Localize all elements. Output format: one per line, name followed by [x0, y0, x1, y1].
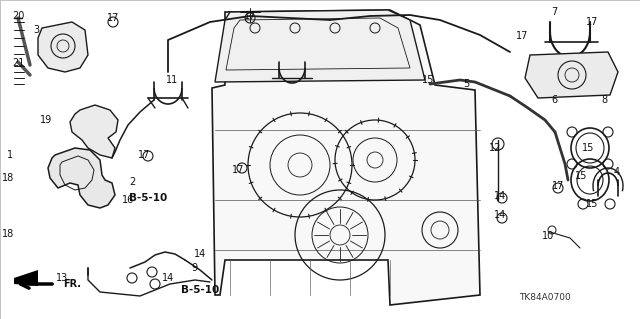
Text: FR.: FR.: [63, 279, 81, 289]
Text: 8: 8: [601, 95, 607, 105]
Text: 5: 5: [463, 79, 469, 89]
Text: B-5-10: B-5-10: [181, 285, 219, 295]
Text: 19: 19: [40, 115, 52, 125]
Text: 15: 15: [575, 171, 587, 181]
Polygon shape: [525, 52, 618, 98]
Text: 16: 16: [122, 195, 134, 205]
Text: 20: 20: [12, 11, 24, 21]
Text: 17: 17: [232, 165, 244, 175]
Text: 14: 14: [494, 191, 506, 201]
Text: 17: 17: [516, 31, 528, 41]
Text: B-5-10: B-5-10: [129, 193, 167, 203]
Text: 17: 17: [244, 11, 256, 21]
Text: 18: 18: [2, 229, 14, 239]
Polygon shape: [38, 22, 88, 72]
Polygon shape: [70, 105, 118, 158]
Text: 1: 1: [7, 150, 13, 160]
Text: 21: 21: [12, 58, 24, 68]
Text: 10: 10: [542, 231, 554, 241]
Polygon shape: [48, 148, 115, 208]
Text: 18: 18: [2, 173, 14, 183]
Text: 7: 7: [551, 7, 557, 17]
Text: 15: 15: [422, 75, 434, 85]
Text: 14: 14: [494, 210, 506, 220]
Text: 2: 2: [129, 177, 135, 187]
Text: TK84A0700: TK84A0700: [519, 293, 571, 302]
Text: 6: 6: [551, 95, 557, 105]
Text: 15: 15: [582, 143, 594, 153]
Text: 17: 17: [107, 13, 119, 23]
Text: 11: 11: [166, 75, 178, 85]
Text: 14: 14: [194, 249, 206, 259]
Text: 17: 17: [138, 150, 150, 160]
Text: 15: 15: [586, 199, 598, 209]
Text: 4: 4: [614, 167, 620, 177]
Text: 17: 17: [552, 181, 564, 191]
Polygon shape: [14, 270, 38, 286]
Polygon shape: [212, 10, 480, 305]
Polygon shape: [215, 10, 425, 82]
Text: 17: 17: [586, 17, 598, 27]
Text: 3: 3: [33, 25, 39, 35]
Text: 13: 13: [56, 273, 68, 283]
Text: 9: 9: [191, 263, 197, 273]
Text: 12: 12: [489, 143, 501, 153]
Text: 14: 14: [162, 273, 174, 283]
